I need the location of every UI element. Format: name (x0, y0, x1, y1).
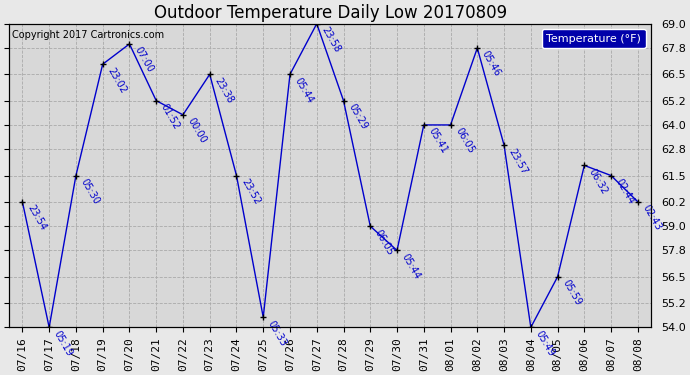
Text: 05:44: 05:44 (400, 252, 422, 281)
Text: 23:54: 23:54 (25, 203, 48, 232)
Text: 05:30: 05:30 (79, 177, 101, 206)
Text: 06:05: 06:05 (453, 126, 476, 156)
Text: 01:52: 01:52 (159, 102, 181, 131)
Text: 05:49: 05:49 (533, 329, 556, 358)
Text: 00:00: 00:00 (186, 116, 208, 145)
Text: 05:44: 05:44 (293, 76, 315, 105)
Text: 02:43: 02:43 (640, 203, 663, 232)
Text: 07:00: 07:00 (132, 45, 155, 75)
Text: 23:57: 23:57 (507, 147, 529, 176)
Text: 05:46: 05:46 (480, 50, 503, 78)
Text: 05:19: 05:19 (52, 329, 75, 358)
Text: 23:52: 23:52 (239, 177, 262, 206)
Text: Copyright 2017 Cartronics.com: Copyright 2017 Cartronics.com (12, 30, 164, 40)
Text: 05:33: 05:33 (266, 319, 288, 348)
Text: 06:05: 06:05 (373, 228, 395, 256)
Title: Outdoor Temperature Daily Low 20170809: Outdoor Temperature Daily Low 20170809 (154, 4, 506, 22)
Legend: Temperature (°F): Temperature (°F) (542, 29, 646, 48)
Text: 23:58: 23:58 (319, 25, 342, 54)
Text: 23:02: 23:02 (106, 66, 128, 95)
Text: 05:29: 05:29 (346, 102, 369, 131)
Text: 23:38: 23:38 (213, 76, 235, 105)
Text: 05:59: 05:59 (560, 278, 583, 308)
Text: 06:32: 06:32 (587, 167, 610, 196)
Text: 02:44: 02:44 (614, 177, 636, 206)
Text: 05:41: 05:41 (426, 126, 449, 156)
